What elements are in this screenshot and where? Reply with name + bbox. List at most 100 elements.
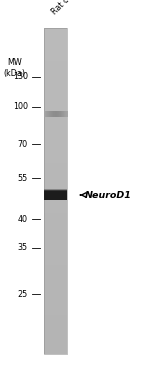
- Bar: [48, 111, 49, 117]
- Bar: [44, 98, 67, 100]
- Bar: [44, 206, 67, 209]
- Bar: [44, 69, 67, 72]
- Bar: [44, 315, 67, 317]
- Bar: [44, 319, 67, 322]
- Bar: [44, 56, 67, 58]
- Bar: [44, 145, 67, 148]
- Bar: [44, 119, 67, 122]
- Bar: [44, 43, 67, 45]
- Bar: [44, 115, 67, 117]
- Bar: [44, 334, 67, 337]
- Bar: [44, 265, 67, 267]
- Bar: [44, 330, 67, 333]
- Bar: [44, 302, 67, 304]
- Bar: [44, 289, 67, 291]
- Bar: [44, 234, 67, 237]
- Bar: [44, 267, 67, 270]
- Bar: [53, 111, 54, 117]
- Text: 100: 100: [13, 102, 28, 111]
- Bar: [44, 321, 67, 324]
- Bar: [44, 104, 67, 106]
- Bar: [44, 121, 67, 124]
- Bar: [44, 202, 67, 204]
- Bar: [44, 141, 67, 143]
- Bar: [44, 108, 67, 111]
- Bar: [44, 230, 67, 232]
- Bar: [44, 47, 67, 50]
- Bar: [44, 132, 67, 135]
- Bar: [44, 243, 67, 246]
- Bar: [44, 128, 67, 130]
- Bar: [44, 189, 67, 191]
- Bar: [44, 228, 67, 230]
- Bar: [44, 186, 67, 189]
- Bar: [44, 224, 67, 226]
- Bar: [44, 345, 67, 348]
- Bar: [44, 165, 67, 167]
- Bar: [44, 63, 67, 65]
- Bar: [44, 278, 67, 280]
- Bar: [44, 180, 67, 183]
- Bar: [44, 237, 67, 239]
- Text: MW
(kDa): MW (kDa): [3, 58, 25, 78]
- Bar: [44, 112, 67, 115]
- Bar: [44, 308, 67, 311]
- Bar: [44, 190, 67, 200]
- Bar: [44, 154, 67, 156]
- Bar: [55, 111, 56, 117]
- Bar: [44, 352, 67, 354]
- Bar: [44, 50, 67, 52]
- Bar: [44, 204, 67, 207]
- Bar: [51, 111, 52, 117]
- Bar: [44, 184, 67, 187]
- Bar: [44, 215, 67, 217]
- Bar: [44, 152, 67, 154]
- Bar: [67, 111, 68, 117]
- Bar: [44, 245, 67, 248]
- Bar: [44, 310, 67, 313]
- Bar: [44, 339, 67, 341]
- Bar: [44, 213, 67, 215]
- Bar: [44, 239, 67, 241]
- Bar: [44, 60, 67, 63]
- Bar: [44, 176, 67, 178]
- Bar: [54, 111, 55, 117]
- Bar: [44, 41, 67, 44]
- Text: 35: 35: [18, 243, 28, 252]
- Bar: [44, 34, 67, 37]
- Bar: [44, 304, 67, 306]
- Bar: [44, 150, 67, 152]
- Bar: [44, 123, 67, 126]
- Bar: [44, 54, 67, 56]
- Bar: [44, 284, 67, 287]
- Bar: [44, 241, 67, 243]
- Bar: [44, 169, 67, 172]
- Bar: [44, 350, 67, 352]
- Bar: [57, 111, 58, 117]
- Bar: [44, 99, 67, 102]
- Bar: [58, 111, 59, 117]
- Text: 130: 130: [13, 72, 28, 81]
- Bar: [44, 221, 67, 224]
- Bar: [44, 171, 67, 174]
- Bar: [44, 262, 67, 265]
- Bar: [44, 87, 67, 89]
- Bar: [44, 193, 67, 196]
- Bar: [44, 324, 67, 326]
- Bar: [44, 328, 67, 330]
- Bar: [44, 167, 67, 170]
- Bar: [44, 313, 67, 315]
- Bar: [44, 82, 67, 85]
- Bar: [44, 250, 67, 252]
- Bar: [44, 306, 67, 309]
- Bar: [44, 256, 67, 259]
- Bar: [44, 126, 67, 128]
- Bar: [61, 111, 62, 117]
- Text: 40: 40: [18, 215, 28, 224]
- Bar: [44, 45, 67, 48]
- Bar: [44, 226, 67, 228]
- Bar: [44, 182, 67, 185]
- Text: Rat cerebellum: Rat cerebellum: [50, 0, 100, 17]
- Bar: [44, 88, 67, 91]
- Bar: [44, 147, 67, 150]
